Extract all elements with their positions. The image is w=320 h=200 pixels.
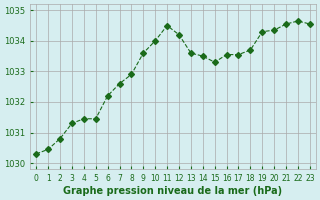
X-axis label: Graphe pression niveau de la mer (hPa): Graphe pression niveau de la mer (hPa) [63,186,283,196]
